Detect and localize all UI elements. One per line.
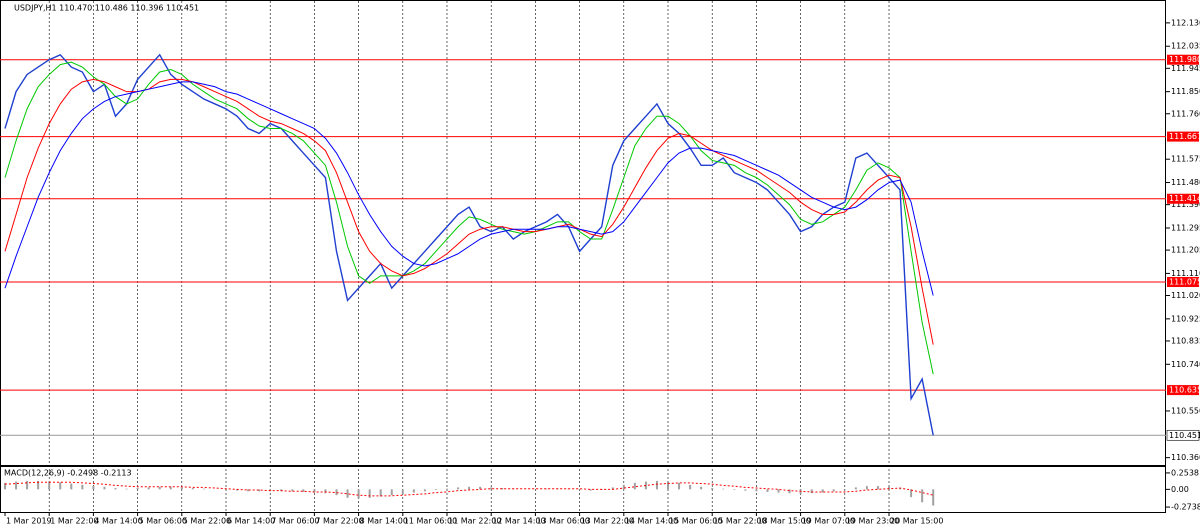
y-tick-label: 112.130 — [1171, 18, 1200, 27]
x-tick-label: 19 Mar 23:00 — [846, 517, 899, 526]
level-label: 111.075 — [1169, 278, 1200, 287]
y-tick-label: 111.760 — [1171, 109, 1200, 118]
y-tick-label: 111.850 — [1171, 87, 1200, 96]
level-label: 111.980 — [1169, 55, 1200, 64]
level-label: 110.635 — [1169, 386, 1200, 395]
y-tick-label: 111.390 — [1171, 200, 1200, 209]
chart-title: USDJPY,H1 110.470 110.486 110.396 110.45… — [14, 4, 199, 13]
x-tick-label: 4 Mar 14:00 — [94, 517, 142, 526]
x-tick-label: 5 Mar 06:00 — [139, 517, 187, 526]
y-tick-label: 110.740 — [1171, 360, 1200, 369]
level-label-box — [1167, 385, 1199, 396]
price-line-series — [4, 53, 934, 436]
moving-average — [4, 78, 934, 345]
y-tick-label: 111.945 — [1171, 64, 1200, 73]
y-tick-label: 110.925 — [1171, 314, 1200, 323]
x-tick-label: 13 Mar 06:00 — [536, 517, 589, 526]
level-label-box — [1167, 193, 1199, 204]
y-tick-label: 0.2538 — [1171, 468, 1199, 477]
plot-frame — [0, 0, 1166, 513]
x-tick-label: 19 Mar 07:00 — [802, 517, 855, 526]
y-tick-label: 110.835 — [1171, 336, 1200, 345]
x-tick-label: 14 Mar 14:00 — [625, 517, 678, 526]
macd-title: MACD(12,26,9) -0.2498 -0.2113 — [4, 469, 132, 478]
moving-average — [4, 61, 934, 375]
x-tick-label: 5 Mar 22:00 — [183, 517, 231, 526]
x-tick-label: 1 Mar 22:00 — [50, 517, 98, 526]
level-label-box — [1167, 54, 1199, 65]
x-tick-label: 20 Mar 15:00 — [890, 517, 943, 526]
macd-signal — [4, 481, 934, 497]
x-tick-label: 8 Mar 14:00 — [360, 517, 408, 526]
y-tick-label: 111.575 — [1171, 155, 1200, 164]
y-tick-label: 0.00 — [1171, 485, 1189, 494]
y-tick-label: 111.205 — [1171, 246, 1200, 255]
y-tick-label: -0.2738 — [1171, 503, 1200, 512]
level-label: 111.414 — [1169, 194, 1200, 203]
y-tick-label: 110.360 — [1171, 453, 1200, 462]
x-tick-label: 6 Mar 14:00 — [227, 517, 275, 526]
y-tick-label: 112.035 — [1171, 42, 1200, 51]
y-tick-label: 111.480 — [1171, 178, 1200, 187]
x-tick-label: 11 Mar 22:00 — [448, 517, 501, 526]
x-tick-label: 15 Mar 06:00 — [669, 517, 722, 526]
y-tick-label: 111.295 — [1171, 223, 1200, 232]
moving-average — [4, 81, 934, 296]
x-tick-label: 11 Mar 06:00 — [404, 517, 457, 526]
x-tick-label: 12 Mar 14:00 — [492, 517, 545, 526]
x-tick-label: 18 Mar 15:00 — [757, 517, 810, 526]
price-label: 110.451 — [1169, 431, 1200, 440]
level-label-box — [1167, 131, 1199, 142]
x-tick-label: 7 Mar 06:00 — [271, 517, 319, 526]
x-tick-label: 1 Mar 2019 — [6, 517, 52, 526]
level-label: 111.667 — [1169, 132, 1200, 141]
level-label-box — [1167, 277, 1199, 288]
y-tick-label: 110.550 — [1171, 406, 1200, 415]
y-tick-label: 111.110 — [1171, 269, 1200, 278]
y-tick-label: 111.020 — [1171, 291, 1200, 300]
x-tick-label: 7 Mar 22:00 — [315, 517, 363, 526]
price-label-box — [1166, 429, 1200, 441]
x-tick-label: 13 Mar 22:00 — [581, 517, 634, 526]
x-tick-label: 15 Mar 22:00 — [713, 517, 766, 526]
